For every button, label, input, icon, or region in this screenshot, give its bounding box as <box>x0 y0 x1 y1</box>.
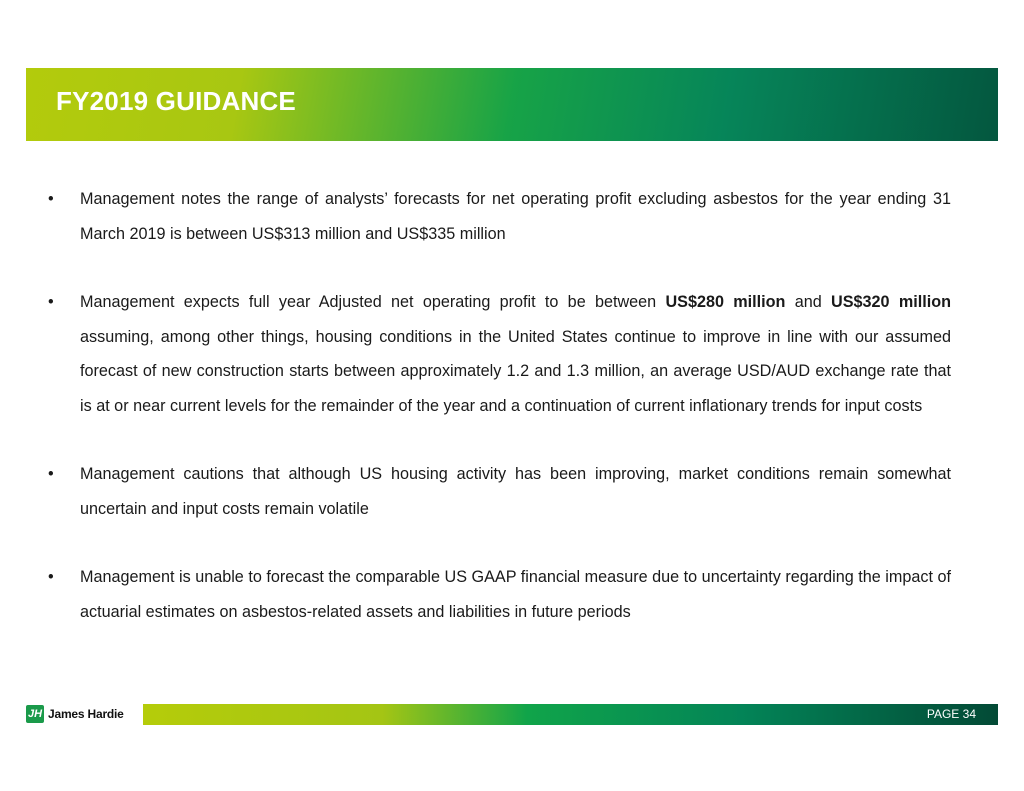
bullet-item: • Management expects full year Adjusted n… <box>48 285 951 423</box>
bullet-icon: • <box>48 293 54 311</box>
bold-text: US$280 million <box>665 293 786 311</box>
bullet-list: • Management notes the range of analysts’… <box>48 182 951 663</box>
bullet-text: Management notes the range of analysts’ … <box>80 190 951 243</box>
james-hardie-logo: JH James Hardie <box>26 705 124 723</box>
page-number: PAGE 34 <box>926 707 976 721</box>
bullet-item: • Management is unable to forecast the co… <box>48 560 951 629</box>
bullet-text: Management cautions that although US hou… <box>80 465 951 518</box>
bullet-text: Management is unable to forecast the com… <box>80 568 951 621</box>
bullet-text: and <box>785 293 832 311</box>
bullet-icon: • <box>48 465 54 483</box>
logo-mark-icon: JH <box>26 705 44 723</box>
logo-text: James Hardie <box>48 707 124 721</box>
bullet-item: • Management cautions that although US ho… <box>48 457 951 526</box>
bullet-item: • Management notes the range of analysts’… <box>48 182 951 251</box>
slide-title: FY2019 GUIDANCE <box>56 86 296 116</box>
bullet-text: assuming, among other things, housing co… <box>80 327 951 415</box>
bullet-icon: • <box>48 568 54 586</box>
footer-bar: PAGE 34 <box>143 704 998 725</box>
bold-text: US$320 million <box>831 293 951 311</box>
bullet-icon: • <box>48 190 54 208</box>
title-banner: FY2019 GUIDANCE <box>26 68 998 141</box>
bullet-text: Management expects full year Adjusted ne… <box>80 293 666 311</box>
